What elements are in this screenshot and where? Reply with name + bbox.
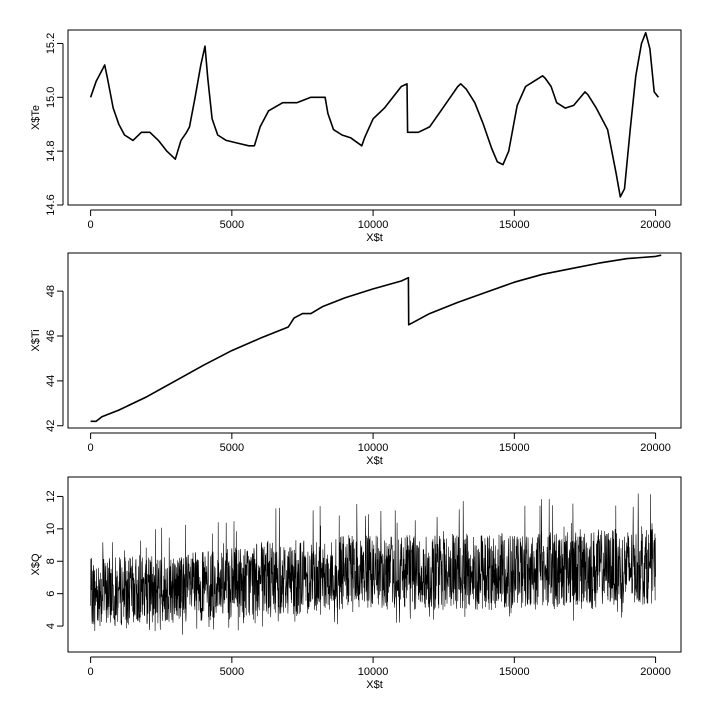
y-tick-label: 14.6 <box>45 194 57 215</box>
x-axis: 0 5000 10000 15000 20000 X$t <box>88 432 671 467</box>
y-tick-label: 46 <box>45 330 57 342</box>
y-tick-label: 8 <box>45 558 57 564</box>
x-tick-label: 20000 <box>640 219 671 231</box>
x-tick-label: 20000 <box>640 442 671 454</box>
plot-frame <box>67 476 682 653</box>
panel-q: 0 5000 10000 15000 20000 X$t 4 6 8 10 12 X$Q <box>30 476 682 691</box>
y-tick-label: 15.2 <box>45 33 57 54</box>
x-tick-label: 0 <box>88 666 94 678</box>
x-tick-label: 10000 <box>358 666 389 678</box>
y-axis-label: X$Te <box>30 105 42 130</box>
series-line <box>90 493 656 635</box>
y-tick-label: 12 <box>45 490 57 502</box>
x-axis-label: X$t <box>366 455 383 467</box>
y-tick-label: 48 <box>45 285 57 297</box>
x-tick-label: 5000 <box>220 442 244 454</box>
x-tick-label: 15000 <box>499 442 530 454</box>
y-tick-label: 4 <box>45 623 57 629</box>
x-tick-label: 5000 <box>220 219 244 231</box>
x-tick-label: 0 <box>88 442 94 454</box>
x-tick-label: 10000 <box>358 219 389 231</box>
series-line <box>90 254 662 423</box>
x-axis-label: X$t <box>366 232 383 244</box>
x-tick-label: 20000 <box>640 666 671 678</box>
panel-ti: 0 5000 10000 15000 20000 X$t 42 44 46 48 X$Ti <box>30 252 682 467</box>
y-axis: 14.6 14.8 15.0 15.2 X$Te <box>30 33 64 216</box>
x-axis: 0 5000 10000 15000 20000 X$t <box>88 209 671 244</box>
x-tick-label: 15000 <box>499 219 530 231</box>
series-line <box>89 31 660 198</box>
plot-frame <box>67 252 682 429</box>
y-axis-label: X$Ti <box>30 329 42 351</box>
y-axis: 42 44 46 48 X$Ti <box>30 285 64 432</box>
y-axis: 4 6 8 10 12 X$Q <box>30 490 64 629</box>
x-tick-label: 10000 <box>358 442 389 454</box>
y-tick-label: 44 <box>45 375 57 387</box>
x-tick-label: 0 <box>88 219 94 231</box>
y-tick-label: 10 <box>45 523 57 535</box>
y-axis-label: X$Q <box>30 553 42 575</box>
panel-te: 0 5000 10000 15000 20000 X$t 14.6 14.8 15.0 15.2 X… <box>30 29 682 244</box>
y-tick-label: 42 <box>45 420 57 432</box>
x-tick-label: 15000 <box>499 666 530 678</box>
y-tick-label: 14.8 <box>45 140 57 161</box>
y-tick-label: 15.0 <box>45 87 57 108</box>
x-tick-label: 5000 <box>220 666 244 678</box>
y-tick-label: 6 <box>45 591 57 597</box>
x-axis: 0 5000 10000 15000 20000 X$t <box>88 656 671 691</box>
plot-frame <box>67 29 682 206</box>
x-axis-label: X$t <box>366 679 383 691</box>
